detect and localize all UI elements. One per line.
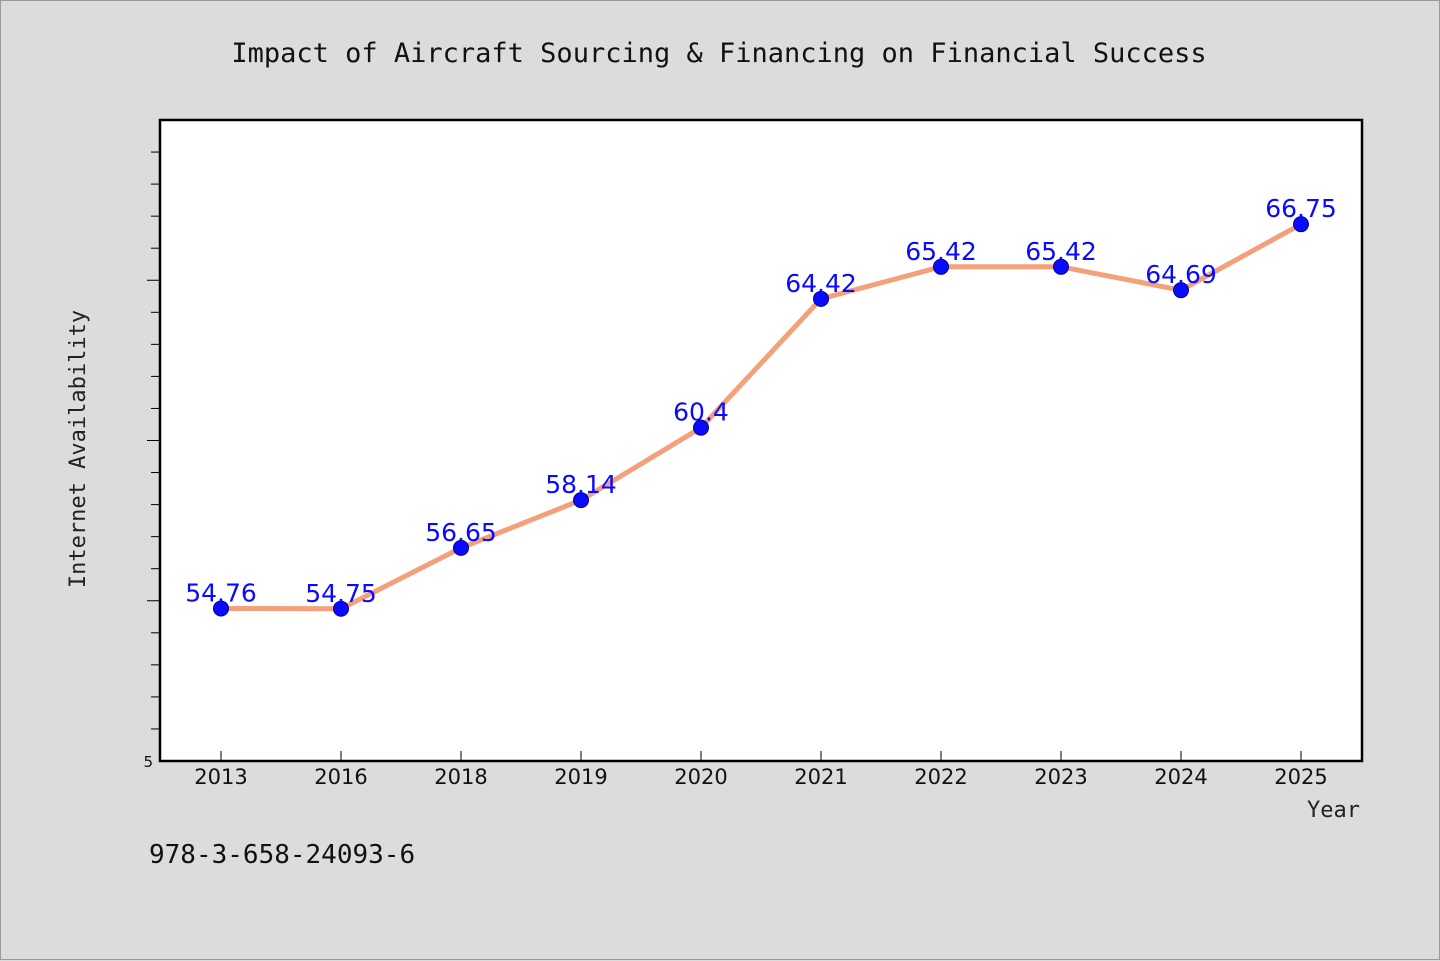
data-label: 64.69 <box>1145 260 1217 289</box>
y-axis-ticks: 5 <box>143 151 160 771</box>
data-label: 65.42 <box>905 237 977 266</box>
x-tick-label: 2018 <box>434 765 487 789</box>
data-label: 54.75 <box>305 579 377 608</box>
y-axis-label: Internet Availability <box>66 310 91 588</box>
series-group: 54.76 54.75 56.65 58.14 60.4 64.42 65.42 65.42 6… <box>185 194 1337 617</box>
data-label: 66.75 <box>1265 194 1337 223</box>
y-tick-label: 5 <box>143 753 153 771</box>
data-label: 54.76 <box>185 578 257 607</box>
data-point <box>573 492 589 509</box>
isbn-text: 978-3-658-24093-6 <box>149 840 415 870</box>
x-tick-label: 2016 <box>314 765 367 789</box>
x-axis-ticks: 2013 2016 2018 2019 2020 2021 2022 2023 2024 2025 <box>194 751 1328 789</box>
series-line <box>218 221 1304 612</box>
data-point <box>1293 216 1309 233</box>
data-point <box>693 419 709 436</box>
x-tick-label: 2023 <box>1034 765 1087 789</box>
chart-title: Impact of Aircraft Sourcing & Financing … <box>231 38 1206 69</box>
plot-area <box>158 118 1364 763</box>
x-tick-label: 2020 <box>674 765 727 789</box>
data-label: 64.42 <box>785 269 857 298</box>
data-point <box>933 258 949 275</box>
x-tick-label: 2025 <box>1274 765 1327 789</box>
data-label: 56.65 <box>425 518 497 547</box>
data-point <box>213 600 229 617</box>
data-label: 58.14 <box>545 470 617 499</box>
data-point <box>813 290 829 307</box>
data-point <box>333 600 349 617</box>
data-point <box>1173 282 1189 299</box>
x-tick-label: 2024 <box>1154 765 1207 789</box>
x-tick-label: 2021 <box>794 765 847 789</box>
data-label: 60.4 <box>673 398 729 427</box>
data-point <box>1053 258 1069 275</box>
x-tick-label: 2019 <box>554 765 607 789</box>
data-point <box>453 539 469 556</box>
data-label: 65.42 <box>1025 237 1097 266</box>
x-tick-label: 2013 <box>194 765 247 789</box>
x-axis-label: Year <box>1307 798 1360 823</box>
x-tick-label: 2022 <box>914 765 967 789</box>
